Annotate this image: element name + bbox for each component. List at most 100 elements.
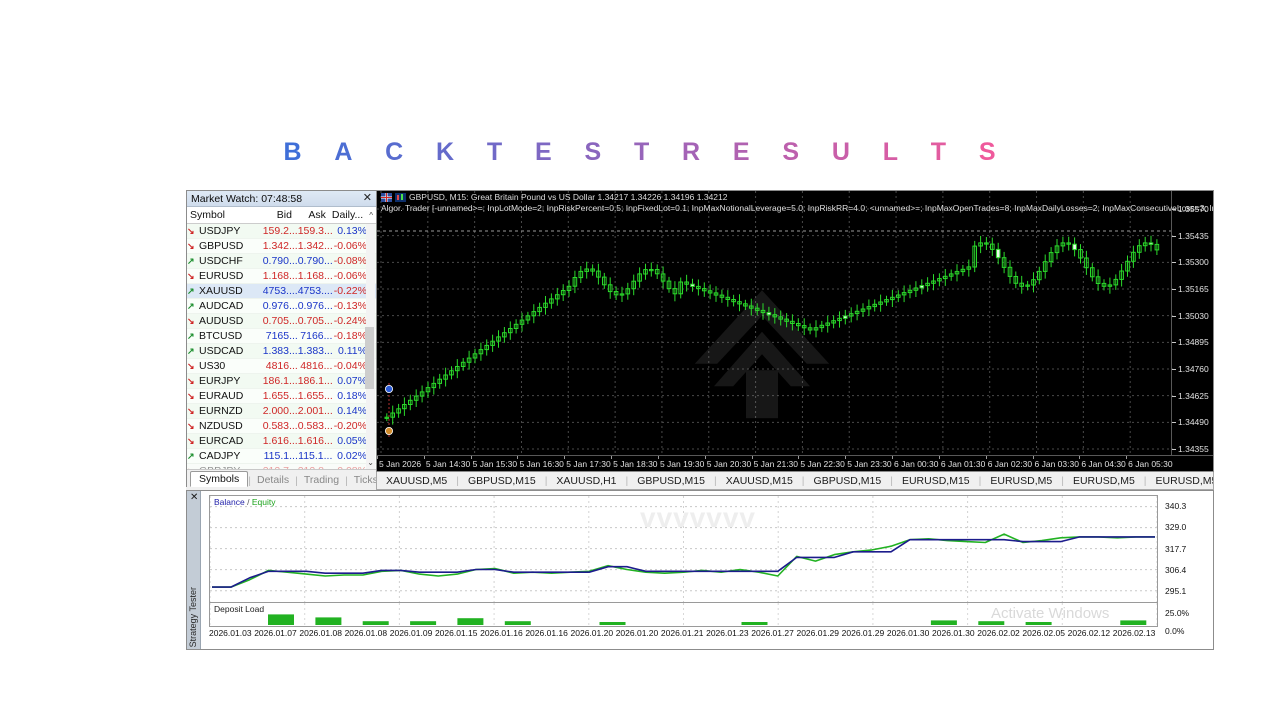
market-watch-row[interactable]: ↘ EURJPY 186.1... 186.1... 0.07% bbox=[187, 374, 376, 389]
symbol-name: AUDUSD bbox=[199, 315, 244, 327]
axis-tick bbox=[1172, 289, 1176, 290]
chart-price-axis[interactable]: 1.35570 1.35435 1.35300 1.35165 1.35030 1.348… bbox=[1171, 191, 1213, 455]
price-chart-window[interactable]: GBPUSD, M15: Great Britain Pound vs US D… bbox=[376, 190, 1214, 472]
chart-tab[interactable]: XAUUSD,M5 bbox=[386, 474, 448, 487]
tab-separator: | bbox=[890, 474, 893, 487]
symbol-name: EURUSD bbox=[199, 270, 244, 282]
market-watch-row[interactable]: ↘ NZDUSD 0.583... 0.583... -0.20% bbox=[187, 419, 376, 434]
cell-ask: 212.8... bbox=[298, 465, 333, 469]
column-header-ask[interactable]: Ask bbox=[308, 209, 326, 221]
chart-tab[interactable]: EURUSD,M5 bbox=[990, 474, 1053, 487]
chart-tab[interactable]: EURUSD,M15 bbox=[901, 474, 970, 487]
market-watch-row[interactable]: ↘ EURNZD 2.000... 2.001... 0.14% bbox=[187, 404, 376, 419]
market-watch-scrollbar[interactable] bbox=[365, 224, 375, 469]
column-header-symbol[interactable]: Symbol bbox=[190, 209, 226, 221]
market-watch-rows[interactable]: ↘ USDJPY 159.2... 159.3... 0.13% ↘ GBPUSD 1.342… bbox=[187, 224, 376, 469]
tab-details[interactable]: Details bbox=[257, 474, 290, 486]
market-watch-row[interactable]: ↗ AUDCAD 0.976... 0.976... -0.13% bbox=[187, 299, 376, 314]
market-watch-row[interactable]: ↘ EURCAD 1.616... 1.616... 0.05% bbox=[187, 434, 376, 449]
tab-separator: | bbox=[345, 475, 348, 487]
cell-daily: -0.22% bbox=[333, 285, 367, 297]
deposit-load-chart[interactable]: Deposit Load bbox=[209, 603, 1158, 627]
market-watch-row[interactable]: ↗ USDCHF 0.790... 0.790... -0.08% bbox=[187, 254, 376, 269]
tab-ticks[interactable]: Ticks bbox=[353, 474, 378, 486]
price-axis-label: 1.34625 bbox=[1178, 390, 1209, 401]
axis-tick bbox=[1172, 315, 1176, 317]
cell-symbol: ↗ USDCAD bbox=[187, 345, 263, 357]
chart-tab[interactable]: GBPUSD,M15 bbox=[813, 474, 882, 487]
cell-bid: 4753.... bbox=[262, 285, 298, 297]
axis-tick bbox=[1172, 422, 1176, 424]
market-watch-title-bar: Market Watch: 07:48:58 ✕ bbox=[187, 191, 376, 207]
tester-watermark: vvvvvvv bbox=[640, 502, 757, 533]
close-icon[interactable]: ✕ bbox=[362, 192, 372, 204]
market-watch-row[interactable]: ↘ GBPUSD 1.342... 1.342... -0.06% bbox=[187, 239, 376, 254]
market-watch-row[interactable]: ↗ USDCAD 1.383... 1.383... 0.11% bbox=[187, 344, 376, 359]
title-letter: T bbox=[633, 138, 651, 166]
scrollbar-thumb[interactable] bbox=[365, 327, 374, 389]
chart-time-axis[interactable]: 5 Jan 2026 5 Jan 14:30 5 Jan 15:30 5 Jan 16… bbox=[377, 455, 1213, 471]
title-spacer bbox=[947, 138, 979, 166]
market-watch-row[interactable]: ↘GBPJPY212.7...212.8...0.08% bbox=[187, 464, 376, 469]
market-watch-row[interactable]: ↘ USDJPY 159.2... 159.3... 0.13% bbox=[187, 224, 376, 239]
market-watch-row[interactable]: ↘ AUDUSD 0.705... 0.705... -0.24% bbox=[187, 314, 376, 329]
cell-symbol: ↘GBPJPY bbox=[187, 465, 263, 469]
activate-windows-watermark: Activate Windows bbox=[991, 605, 1109, 622]
tab-separator: | bbox=[1061, 474, 1064, 487]
date-axis-label: 2026.01.07 bbox=[254, 628, 297, 638]
arrow-down-icon: ↘ bbox=[187, 315, 195, 326]
cell-symbol: ↗ CADJPY bbox=[187, 450, 263, 462]
chart-tab[interactable]: GBPUSD,M15 bbox=[468, 474, 536, 487]
arrow-down-icon: ↘ bbox=[187, 466, 196, 470]
time-axis-label: 5 Jan 15:30 bbox=[472, 459, 518, 469]
axis-tick bbox=[611, 456, 613, 459]
tab-separator: | bbox=[1143, 474, 1147, 487]
date-axis-label: 2026.01.09 bbox=[389, 628, 433, 638]
chevron-up-icon[interactable]: ^ bbox=[369, 210, 373, 220]
chart-legend: Balance / Equity bbox=[214, 497, 275, 507]
axis-tick bbox=[985, 456, 987, 459]
chevron-down-icon[interactable]: ⌄ bbox=[367, 458, 374, 467]
market-watch-row[interactable]: ↘ EURUSD 1.168... 1.168... -0.06% bbox=[187, 269, 376, 284]
cell-ask: 4816... bbox=[300, 360, 333, 372]
market-watch-row[interactable]: ↗ XAUUSD 4753.... 4753.... -0.22% bbox=[187, 284, 376, 299]
price-axis-label: 1.34490 bbox=[1178, 417, 1209, 428]
market-watch-row[interactable]: ↗ BTCUSD 7165... 7166... -0.18% bbox=[187, 329, 376, 344]
tab-symbols[interactable]: Symbols bbox=[190, 471, 249, 487]
title-spacer bbox=[800, 138, 832, 166]
market-watch-tabs[interactable]: Symbols | Details | Trading | Ticks bbox=[187, 469, 378, 487]
cell-daily: 0.11% bbox=[337, 345, 367, 357]
balance-equity-chart[interactable]: Balance / Equity vvvvvvv bbox=[209, 495, 1158, 603]
equity-axis-label: 340.3 bbox=[1165, 500, 1187, 511]
chart-tab-strip[interactable]: XAUUSD,M5 | GBPUSD,M15 | XAUUSD,H1 | GBPUSD,M1… bbox=[376, 472, 1214, 490]
close-icon[interactable]: ✕ bbox=[190, 492, 199, 503]
cell-ask: 115.1... bbox=[298, 450, 333, 462]
chart-tab[interactable]: XAUUSD,M15 bbox=[725, 474, 793, 487]
uk-flag-icon bbox=[381, 192, 392, 202]
tab-trading[interactable]: Trading bbox=[303, 474, 340, 486]
chart-tab[interactable]: EURUSD,M5 bbox=[1072, 474, 1135, 487]
axis-tick bbox=[564, 456, 566, 459]
title-letter: C bbox=[385, 138, 405, 166]
cell-symbol: ↘ EURNZD bbox=[187, 405, 263, 417]
axis-tick bbox=[845, 456, 847, 459]
chart-tab[interactable]: XAUUSD,H1 bbox=[556, 474, 617, 487]
date-axis-label: 2026.01.21 bbox=[660, 628, 704, 638]
market-watch-row[interactable]: ↗ CADJPY 115.1... 115.1... 0.02% bbox=[187, 449, 376, 464]
column-header-daily[interactable]: Daily... bbox=[331, 209, 364, 221]
chart-tab[interactable]: EURUSD,M5 bbox=[1155, 474, 1214, 487]
cell-daily: 0.13% bbox=[337, 225, 367, 237]
symbol-name: CADJPY bbox=[199, 450, 241, 462]
cell-daily: -0.24% bbox=[333, 315, 367, 327]
market-watch-header-row: Symbol Bid Ask Daily... ^ bbox=[187, 207, 376, 224]
axis-tick bbox=[1172, 449, 1176, 450]
market-watch-row[interactable]: ↘ EURAUD 1.655... 1.655... 0.18% bbox=[187, 389, 376, 404]
title-spacer bbox=[899, 138, 931, 166]
axis-tick bbox=[1172, 369, 1176, 370]
candlestick-icon bbox=[395, 192, 406, 202]
cell-daily: -0.20% bbox=[333, 420, 367, 432]
market-watch-row[interactable]: ↘ US30 4816... 4816... -0.04% bbox=[187, 359, 376, 374]
chart-tab[interactable]: GBPUSD,M15 bbox=[637, 474, 705, 487]
column-header-bid[interactable]: Bid bbox=[276, 209, 292, 221]
time-axis-label: 6 Jan 04:30 bbox=[1081, 459, 1126, 469]
